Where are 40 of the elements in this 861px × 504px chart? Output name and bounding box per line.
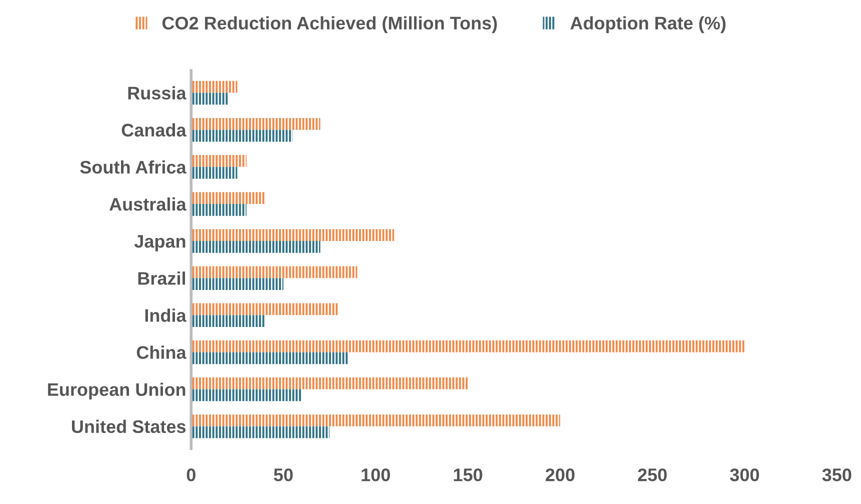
- x-tick-label: 50: [274, 468, 293, 482]
- bar: [191, 118, 320, 130]
- bar: [191, 166, 238, 179]
- y-tick-label: Brazil: [138, 272, 186, 285]
- x-tick-label: 0: [186, 468, 196, 482]
- y-tick-label: Japan: [134, 235, 186, 252]
- x-tick-label: 200: [546, 468, 574, 482]
- bar: [191, 377, 468, 390]
- bar: [191, 204, 246, 216]
- x-tick-label: 100: [362, 468, 390, 482]
- legend-label: CO2 Reduction Achieved (Million Tons): [162, 16, 497, 34]
- bar: [191, 192, 265, 204]
- y-tick-label: United States: [72, 420, 186, 434]
- bar: [191, 92, 228, 105]
- bar: [191, 155, 246, 167]
- x-tick-label: 350: [822, 468, 852, 482]
- y-tick-label: Australia: [109, 197, 186, 211]
- y-tick-label: South Africa: [80, 160, 186, 174]
- y-tick-label: China: [136, 346, 186, 359]
- bar: [191, 241, 320, 253]
- y-tick-label: European Union: [48, 382, 186, 400]
- bar: [191, 278, 284, 290]
- bar: [191, 266, 358, 278]
- bar: [191, 352, 348, 364]
- y-tick-label: India: [145, 308, 186, 322]
- bar: [191, 80, 238, 93]
- bar: [191, 389, 302, 402]
- bar: [191, 414, 560, 426]
- y-tick-label: Russia: [128, 86, 186, 100]
- bar: [191, 340, 745, 352]
- bar: [191, 130, 293, 142]
- y-tick-label: Canada: [122, 123, 186, 137]
- x-tick-label: 250: [638, 468, 667, 482]
- bar: [191, 303, 339, 316]
- bar: [191, 315, 265, 328]
- bar: [191, 229, 394, 242]
- legend-label: Adoption Rate (%): [570, 16, 726, 34]
- x-tick-label: 150: [454, 468, 482, 482]
- bar: [191, 426, 330, 438]
- x-tick-label: 300: [730, 468, 759, 482]
